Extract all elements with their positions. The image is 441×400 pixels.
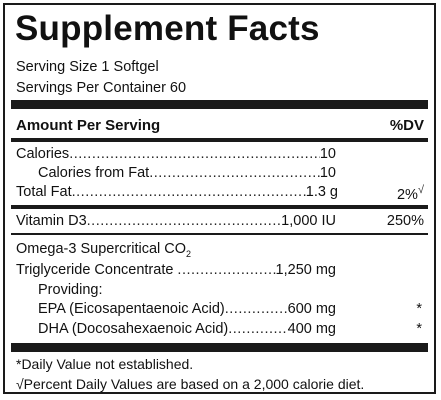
total-fat-dv: 2%√ bbox=[397, 184, 424, 203]
leader-dots bbox=[69, 146, 320, 162]
total-fat-value: 1.3 g bbox=[305, 184, 338, 200]
triglyceride-row: Triglyceride Concentrate 1,250 mg bbox=[16, 262, 336, 278]
footnote-dv-not-established: *Daily Value not established. bbox=[16, 356, 194, 372]
total-fat-label: Total Fat bbox=[16, 184, 72, 200]
amount-per-serving-header: Amount Per Serving bbox=[16, 117, 161, 134]
providing-label: Providing: bbox=[38, 282, 103, 298]
calories-from-fat-row: Calories from Fat 10 bbox=[38, 165, 336, 181]
calories-from-fat-label: Calories from Fat bbox=[38, 165, 150, 181]
calories-from-fat-value: 10 bbox=[319, 165, 336, 181]
triglyceride-value: 1,250 mg bbox=[275, 262, 336, 278]
servings-per-container: Servings Per Container 60 bbox=[16, 80, 187, 96]
calories-row: Calories 10 bbox=[16, 146, 336, 162]
vitamin-d3-row: Vitamin D3 1,000 IU bbox=[16, 213, 336, 229]
leader-dots bbox=[87, 213, 282, 229]
thin-divider bbox=[11, 233, 428, 235]
leader-dots bbox=[228, 321, 287, 337]
epa-value: 600 mg bbox=[287, 301, 336, 317]
dha-label: DHA (Docosahexaenoic Acid) bbox=[38, 321, 229, 337]
omega-3-name: Omega-3 Supercritical CO bbox=[16, 241, 187, 257]
leader-dots bbox=[225, 301, 288, 317]
omega-3-subscript: 2 bbox=[186, 248, 192, 259]
serving-size: Serving Size 1 Softgel bbox=[16, 59, 159, 75]
total-fat-row: Total Fat 1.3 g bbox=[16, 184, 338, 200]
epa-label: EPA (Eicosapentaenoic Acid) bbox=[38, 301, 225, 317]
dha-value: 400 mg bbox=[287, 321, 336, 337]
epa-row: EPA (Eicosapentaenoic Acid) 600 mg bbox=[38, 301, 336, 317]
omega-3-heading: Omega-3 Supercritical CO2 bbox=[16, 241, 191, 259]
panel-title: Supplement Facts bbox=[15, 9, 320, 48]
total-fat-dv-value: 2% bbox=[396, 186, 418, 203]
supplement-facts-panel: Supplement Facts Serving Size 1 Softgel … bbox=[3, 3, 436, 394]
leader-dots bbox=[149, 165, 320, 181]
check-mark: √ bbox=[417, 184, 424, 196]
vitamin-d3-dv: 250% bbox=[386, 213, 424, 229]
footnote-percent-basis: √Percent Daily Values are based on a 2,0… bbox=[16, 376, 365, 392]
thick-divider bbox=[11, 343, 428, 352]
calories-label: Calories bbox=[16, 146, 70, 162]
epa-dv: * bbox=[416, 301, 422, 317]
dha-row: DHA (Docosahexaenoic Acid) 400 mg bbox=[38, 321, 336, 337]
thick-divider bbox=[11, 100, 428, 109]
leader-dots bbox=[72, 184, 306, 200]
calories-value: 10 bbox=[319, 146, 336, 162]
vitamin-d3-value: 1,000 IU bbox=[281, 213, 336, 229]
medium-divider bbox=[11, 138, 428, 142]
leader-dots bbox=[177, 262, 275, 278]
triglyceride-label: Triglyceride Concentrate bbox=[16, 262, 174, 278]
dha-dv: * bbox=[416, 321, 422, 337]
medium-divider bbox=[11, 205, 428, 209]
vitamin-d3-label: Vitamin D3 bbox=[16, 213, 87, 229]
dv-header: %DV bbox=[389, 117, 424, 134]
